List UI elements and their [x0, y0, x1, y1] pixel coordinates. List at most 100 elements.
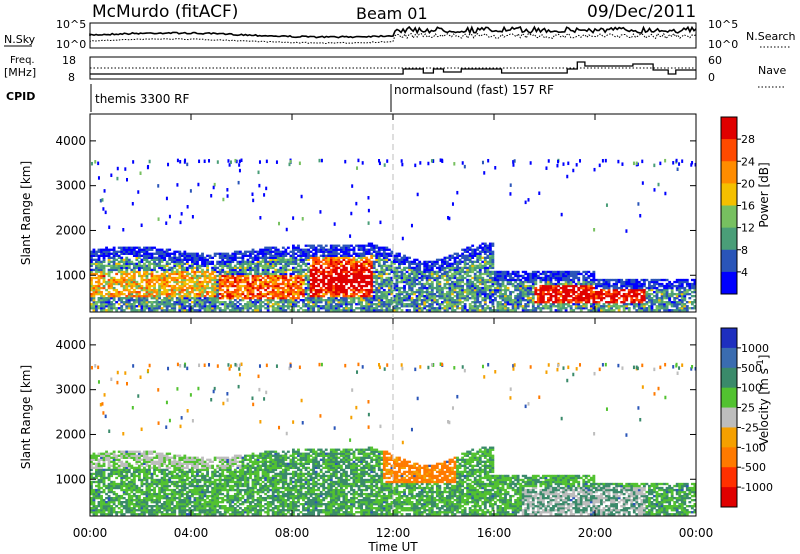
power-cell: [474, 255, 477, 257]
power-cell: [209, 277, 212, 279]
power-cell: [469, 279, 472, 281]
power-cell: [307, 301, 310, 303]
power-cell: [398, 281, 401, 283]
power-cell: [385, 285, 388, 287]
power-cell: [380, 279, 383, 281]
power-cell: [330, 271, 333, 273]
power-cell: [666, 293, 669, 295]
power-cell: [279, 293, 282, 295]
power-cell: [133, 247, 136, 249]
power-cell: [183, 255, 186, 257]
power-cell: [188, 303, 191, 305]
power-cell: [572, 309, 575, 311]
power-cell: [108, 285, 111, 287]
power-cell: [378, 301, 381, 303]
power-cell: [194, 287, 197, 289]
power-cell: [598, 295, 601, 297]
power-cell: [640, 305, 643, 307]
power-cell: [181, 269, 184, 271]
power-cell: [146, 277, 149, 279]
power-cell: [416, 279, 419, 281]
power-cell: [416, 291, 419, 293]
power-cell: [183, 309, 186, 311]
power-cell: [199, 305, 202, 307]
power-cell: [115, 279, 118, 281]
power-cell: [446, 307, 449, 309]
power-cell: [113, 297, 116, 299]
power-cell: [509, 275, 512, 277]
power-cell: [635, 279, 638, 281]
power-cell: [148, 279, 151, 281]
power-cell: [125, 287, 128, 289]
power-cell: [380, 273, 383, 275]
power-cell: [353, 275, 356, 277]
power-cell: [547, 271, 550, 273]
power-cell: [656, 279, 659, 281]
power-cell: [95, 293, 98, 295]
power-cell: [433, 261, 436, 263]
power-cell: [120, 273, 123, 275]
power-cell: [358, 273, 361, 275]
power-cell: [163, 275, 166, 277]
power-cell: [332, 271, 335, 273]
power-cell: [507, 273, 510, 275]
power-cell: [133, 279, 136, 281]
power-cell: [239, 287, 242, 289]
power-cell: [244, 289, 247, 291]
power-cell: [330, 277, 333, 279]
power-cell: [168, 293, 171, 295]
power-cell: [239, 289, 242, 291]
power-cell: [368, 291, 371, 293]
power-cell: [398, 271, 401, 273]
power-cell: [115, 263, 118, 265]
power-cell: [385, 309, 388, 311]
power-cell: [358, 269, 361, 271]
power-cell: [274, 255, 277, 257]
power-cell: [449, 257, 452, 259]
power-cell: [221, 267, 224, 269]
power-cell: [244, 255, 247, 257]
power-cell: [128, 251, 131, 253]
power-cell: [204, 309, 207, 311]
power-cell: [401, 271, 404, 273]
power-cell: [239, 293, 242, 295]
power-cell: [438, 289, 441, 291]
power-cell: [421, 285, 424, 287]
power-cell: [133, 249, 136, 251]
power-cell: [191, 265, 194, 267]
power-cell: [143, 297, 146, 299]
power-cell: [231, 305, 234, 307]
power-cell: [446, 287, 449, 289]
power-cell: [360, 273, 363, 275]
power-cell: [461, 267, 464, 269]
power-cell: [360, 265, 363, 267]
power-cell: [188, 267, 191, 269]
power-cell: [514, 299, 517, 301]
power-cell: [623, 289, 626, 291]
power-cell: [486, 263, 489, 265]
power-cell: [560, 293, 563, 295]
power-cell: [320, 295, 323, 297]
power-cell: [396, 277, 399, 279]
power-cell: [489, 261, 492, 263]
power-cell: [312, 263, 315, 265]
power-cell: [411, 277, 414, 279]
power-cell: [178, 289, 181, 291]
power-cell: [572, 275, 575, 277]
power-cell: [163, 259, 166, 261]
power-cell: [315, 293, 318, 295]
power-cell: [282, 251, 285, 253]
power-cell: [491, 261, 494, 263]
power-cell: [570, 273, 573, 275]
power-cell: [423, 265, 426, 267]
power-cell: [560, 305, 563, 307]
power-cell: [350, 309, 353, 311]
power-cell: [133, 299, 136, 301]
power-cell: [209, 303, 212, 305]
power-cell: [130, 291, 133, 293]
power-cell: [403, 261, 406, 263]
power-cell: [408, 289, 411, 291]
power-cell: [307, 295, 310, 297]
power-cell: [353, 291, 356, 293]
power-cell: [466, 249, 469, 251]
